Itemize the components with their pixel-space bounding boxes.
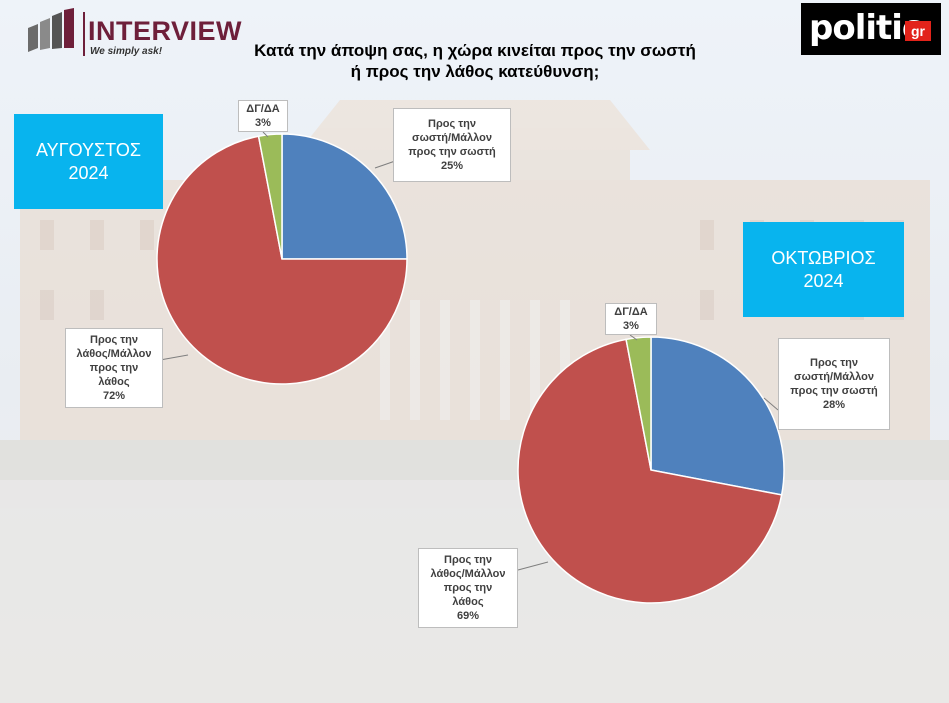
slice-value: 3% bbox=[255, 117, 271, 129]
slice-label: Προς την λάθος/Μάλλον προς την λάθος bbox=[430, 554, 506, 608]
slice-label: Προς την σωστή/Μάλλον προς την σωστή bbox=[790, 357, 878, 397]
bar-chart-logo-icon bbox=[28, 8, 74, 52]
publisher-logo-suffix: gr bbox=[905, 21, 931, 41]
brand-tagline: We simply ask! bbox=[90, 46, 163, 57]
slice-right-direction bbox=[281, 133, 408, 260]
leader-line bbox=[629, 334, 638, 341]
pie-chart-august bbox=[156, 131, 408, 385]
slice-label: ΔΓ/ΔΑ bbox=[614, 306, 648, 318]
leader-line bbox=[517, 561, 549, 571]
slice-value: 25% bbox=[440, 160, 464, 172]
slice-wrong-direction bbox=[156, 135, 408, 385]
slice-value: 28% bbox=[822, 399, 846, 411]
period-label-august: ΑΥΓΟΥΣΤΟΣ 2024 bbox=[14, 114, 163, 209]
slice-label: ΔΓ/ΔΑ bbox=[246, 103, 280, 115]
slice-dk-na bbox=[257, 133, 283, 260]
slice-value: 3% bbox=[623, 320, 639, 332]
data-label-wrong-direction: Προς την λάθος/Μάλλον προς την λάθος 69% bbox=[418, 548, 518, 628]
slice-right-direction bbox=[650, 336, 785, 496]
slice-value: 69% bbox=[456, 610, 480, 622]
data-label-wrong-direction: Προς την λάθος/Μάλλον προς την λάθος 72% bbox=[65, 328, 163, 408]
chart-title: Κατά την άποψη σας, η χώρα κινείται προς… bbox=[254, 41, 696, 81]
pie-chart-october bbox=[517, 334, 785, 604]
data-label-dk-na: ΔΓ/ΔΑ 3% bbox=[605, 303, 657, 335]
logo-divider bbox=[83, 12, 85, 56]
leader-line bbox=[763, 397, 779, 411]
brand-name: INTERVIEW bbox=[88, 16, 243, 46]
slice-label: Προς την λάθος/Μάλλον προς την λάθος bbox=[76, 334, 152, 388]
data-label-right-direction: Προς την σωστή/Μάλλον προς την σωστή 25% bbox=[393, 108, 511, 182]
leader-line bbox=[159, 354, 189, 361]
slice-wrong-direction bbox=[517, 338, 783, 604]
slice-dk-na bbox=[625, 336, 652, 471]
interview-logo: INTERVIEW We simply ask! bbox=[26, 8, 242, 58]
publisher-logo: politic gr bbox=[801, 3, 941, 55]
data-label-right-direction: Προς την σωστή/Μάλλον προς την σωστή 28% bbox=[778, 338, 890, 430]
slice-value: 72% bbox=[102, 390, 126, 402]
data-label-dk-na: ΔΓ/ΔΑ 3% bbox=[238, 100, 288, 132]
slice-label: Προς την σωστή/Μάλλον προς την σωστή bbox=[408, 118, 496, 158]
publisher-logo-word: politic bbox=[809, 8, 922, 48]
period-label-october: ΟΚΤΩΒΡΙΟΣ 2024 bbox=[743, 222, 904, 317]
leader-line bbox=[262, 131, 269, 138]
